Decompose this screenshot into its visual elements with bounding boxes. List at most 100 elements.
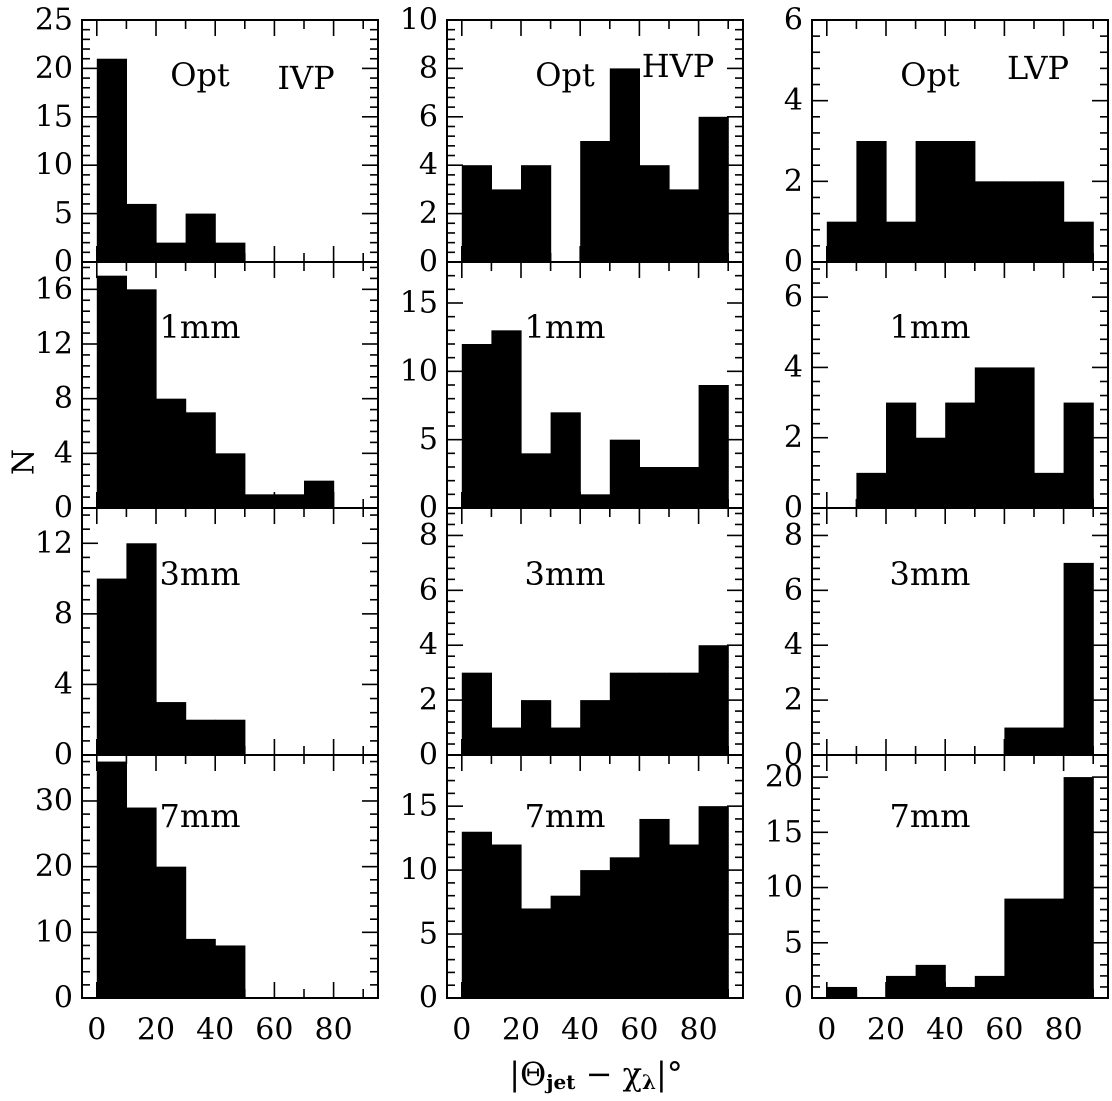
panel-7mm-ivp: 0 10 20 30 7mm 0 20 40 60 80 [35,754,379,1048]
histogram-bar [698,806,729,998]
panel-opt-lvp: 0 2 4 6 Opt LVP [784,3,1109,280]
histogram-bar [491,727,522,755]
histogram-bar [698,645,729,755]
histogram-bar [274,494,305,508]
y-tick-label: 6 [784,280,803,315]
x-tick-label: 20 [867,1013,905,1048]
histogram-bar [1004,181,1035,262]
x-tick-label: 40 [561,1013,599,1048]
group-label: HVP [642,47,715,85]
histogram-bar [669,844,700,998]
histogram-bar [1004,727,1035,755]
histogram-bar [826,221,857,262]
x-tick-label: 60 [255,1013,293,1048]
y-tick-label: 8 [54,381,73,416]
y-tick-label: 0 [419,245,438,280]
histogram-bar [698,116,729,262]
y-tick-label: 10 [400,354,438,389]
y-tick-label: 0 [419,981,438,1016]
histogram-bar [185,938,216,998]
y-tick-label: 0 [784,981,803,1016]
panel-label: 7mm [159,797,240,835]
y-tick-label: 25 [35,3,73,38]
histogram-bar [461,344,492,508]
panel-frame [81,754,379,999]
panel-label: 3mm [524,555,605,593]
histogram-bar [126,203,157,262]
panel-label: 1mm [159,308,240,346]
panel-frame [446,754,744,999]
histogram-bar [580,141,611,262]
histogram-bar [185,412,216,508]
histogram-bar [156,702,187,755]
histogram-bar [215,945,246,998]
histogram-bar [639,467,670,508]
y-tick-label: 20 [765,760,803,795]
histogram-bar [609,857,640,998]
y-tick-label: 10 [400,3,438,38]
histogram-bar [215,719,246,755]
histogram-bar [974,367,1005,508]
y-tick-label: 0 [784,738,803,773]
histogram-bar [550,412,581,508]
histogram-bar [826,986,857,998]
panel-label: 1mm [889,308,970,346]
histogram-bar [156,866,187,998]
y-tick-label: 0 [54,738,73,773]
histogram-bar [550,727,581,755]
histogram-bar [156,398,187,508]
y-tick-label: 0 [784,491,803,526]
y-tick-label: 15 [400,789,438,824]
panel-label: Opt [900,56,960,94]
histogram-bar [304,480,335,508]
histogram-bar [244,494,275,508]
y-tick-label: 10 [400,853,438,888]
histogram-bar [1063,402,1094,508]
histogram-bar [669,189,700,262]
y-tick-label: 5 [54,196,73,231]
histogram-bar [215,453,246,508]
histogram-bar [1063,562,1094,755]
histogram-bar [886,402,917,508]
histogram-bar [1063,777,1094,998]
histogram-bar [461,672,492,755]
x-tick-label: 80 [315,1013,353,1048]
y-tick-label: 4 [419,628,438,663]
panel-1mm-lvp: 0 2 4 6 1mm [784,261,1109,526]
histogram-bar [856,472,887,508]
y-tick-label: 5 [419,422,438,457]
histogram-bar [521,700,552,755]
histogram-bar [609,672,640,755]
histogram-bar [126,289,157,508]
y-tick-label: 2 [784,164,803,199]
y-tick-label: 4 [419,148,438,183]
histogram-bar [521,453,552,508]
y-tick-label: 10 [35,915,73,950]
histogram-bar [698,385,729,508]
histogram-bar [461,831,492,998]
histogram-bar [639,672,670,755]
y-tick-label: 0 [54,245,73,280]
histogram-bar [126,543,157,755]
histogram-bar [945,402,976,508]
panel-label: Opt [170,56,230,94]
panel-label: 3mm [889,555,970,593]
histogram-bar [669,467,700,508]
histogram-bar [886,221,917,262]
histogram-bar [156,242,187,262]
y-tick-label: 4 [784,350,803,385]
histogram-bar [215,242,246,262]
y-tick-label: 4 [784,628,803,663]
y-axis-title: N [7,449,42,475]
histogram-bar [1004,898,1035,998]
y-tick-label: 6 [419,99,438,134]
x-tick-label: 20 [137,1013,175,1048]
x-tick-label: 80 [680,1013,718,1048]
histogram-bar [491,844,522,998]
histogram-bar [974,975,1005,998]
histogram-bar [126,807,157,998]
histogram-bar [886,975,917,998]
y-tick-label: 8 [784,518,803,553]
histogram-bar [461,165,492,262]
